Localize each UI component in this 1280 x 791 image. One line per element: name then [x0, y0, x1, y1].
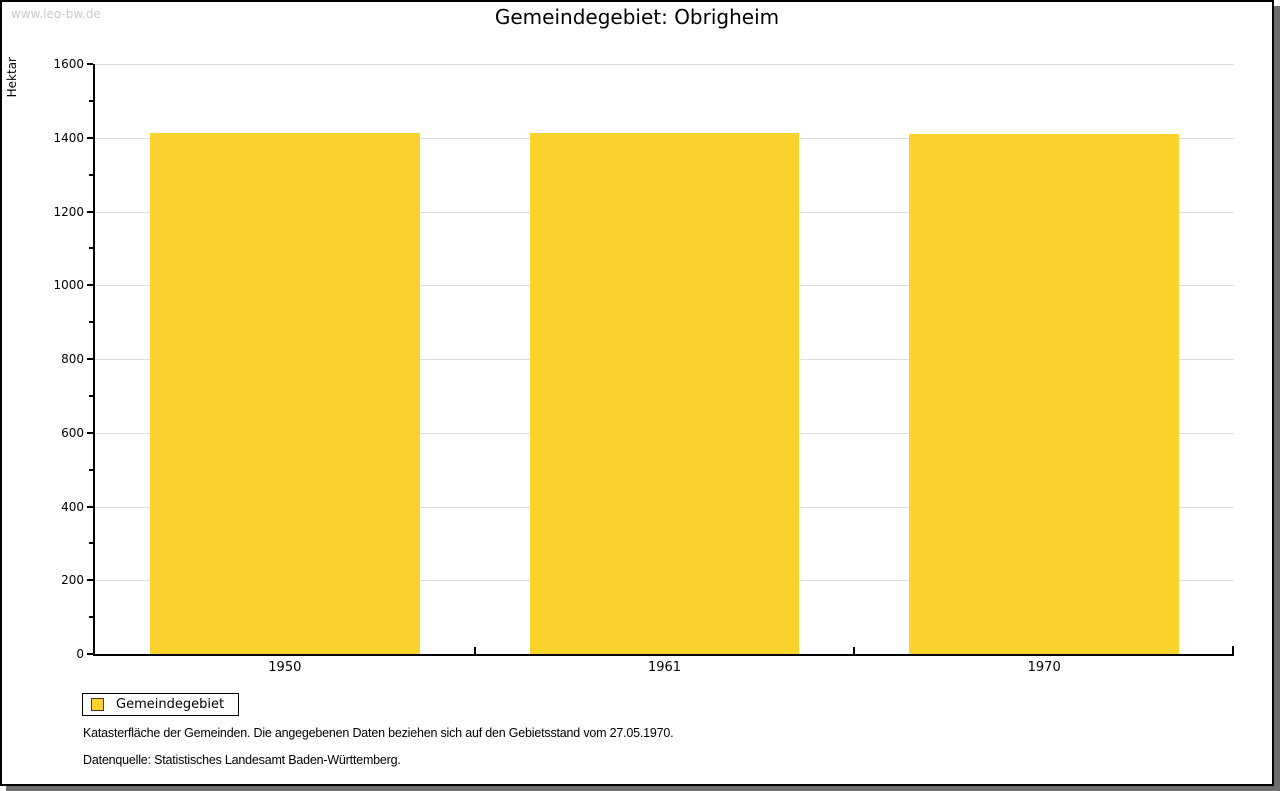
- y-axis-major-tick: [87, 579, 93, 582]
- bar-group-1970: [854, 64, 1234, 654]
- y-axis-major-tick: [87, 210, 93, 213]
- bar-1970: [909, 134, 1179, 654]
- y-axis-minor-tick: [89, 616, 93, 619]
- y-axis-tick-label: 1400: [53, 130, 84, 145]
- footnote-source: Datenquelle: Statistisches Landesamt Bad…: [83, 753, 401, 767]
- x-axis-boundary-tick: [853, 647, 856, 654]
- gridline: [95, 64, 1234, 65]
- bar-1950: [150, 132, 420, 654]
- legend-label: Gemeindegebiet: [116, 697, 225, 712]
- y-axis-title: Hektar: [5, 57, 19, 98]
- legend: Gemeindegebiet: [82, 693, 240, 716]
- plot-area: 0 200 400 600 800 1000 1200 1400 1600 1950 1961 19…: [53, 57, 1234, 675]
- y-axis-major-tick: [87, 653, 93, 655]
- watermark: www.leo-bw.de: [11, 7, 101, 21]
- bar-group-1950: [95, 64, 475, 654]
- y-axis-major-tick: [87, 284, 93, 287]
- y-axis-tick-label: 0: [76, 647, 84, 661]
- y-axis-minor-tick: [89, 99, 93, 102]
- y-axis-tick-label: 1000: [53, 278, 84, 293]
- bar-group-1961: [475, 64, 855, 654]
- y-axis-tick-label: 200: [61, 573, 84, 588]
- x-axis-line: [93, 654, 1234, 656]
- y-axis-minor-tick: [89, 321, 93, 324]
- footnote-description: Katasterfläche der Gemeinden. Die angege…: [83, 726, 674, 740]
- y-axis-line: [93, 64, 95, 656]
- chart-title: Gemeindegebiet: Obrigheim: [494, 5, 780, 29]
- y-axis-major-tick: [87, 358, 93, 360]
- bars-layer: [95, 64, 1234, 654]
- x-axis-label-1970: 1970: [1027, 660, 1061, 675]
- legend-swatch-icon: [91, 698, 104, 711]
- y-axis-tick-label: 1200: [53, 204, 84, 219]
- bar-1961: [529, 132, 800, 654]
- x-axis-label-1950: 1950: [268, 660, 302, 675]
- y-axis-tick-label: 1600: [53, 57, 84, 71]
- x-axis-boundary-tick: [473, 647, 476, 654]
- y-axis-major-tick: [87, 431, 93, 434]
- y-axis-minor-tick: [89, 468, 93, 471]
- x-axis-end-tick: [1232, 646, 1234, 654]
- y-axis-tick-label: 800: [61, 352, 84, 366]
- x-axis-labels-layer: 1950 1961 1970: [95, 660, 1234, 675]
- y-axis-minor-tick: [89, 394, 93, 397]
- y-axis-minor-tick: [89, 173, 93, 176]
- y-axis-tick-label: 400: [61, 499, 84, 514]
- y-axis-major-tick: [87, 505, 93, 508]
- y-axis-tick-label: 600: [61, 425, 84, 440]
- y-axis-minor-tick: [89, 247, 93, 250]
- y-axis-major-tick: [87, 63, 93, 65]
- y-axis-minor-tick: [89, 542, 93, 545]
- x-axis-label-1961: 1961: [647, 660, 682, 675]
- y-axis-major-tick: [87, 136, 93, 139]
